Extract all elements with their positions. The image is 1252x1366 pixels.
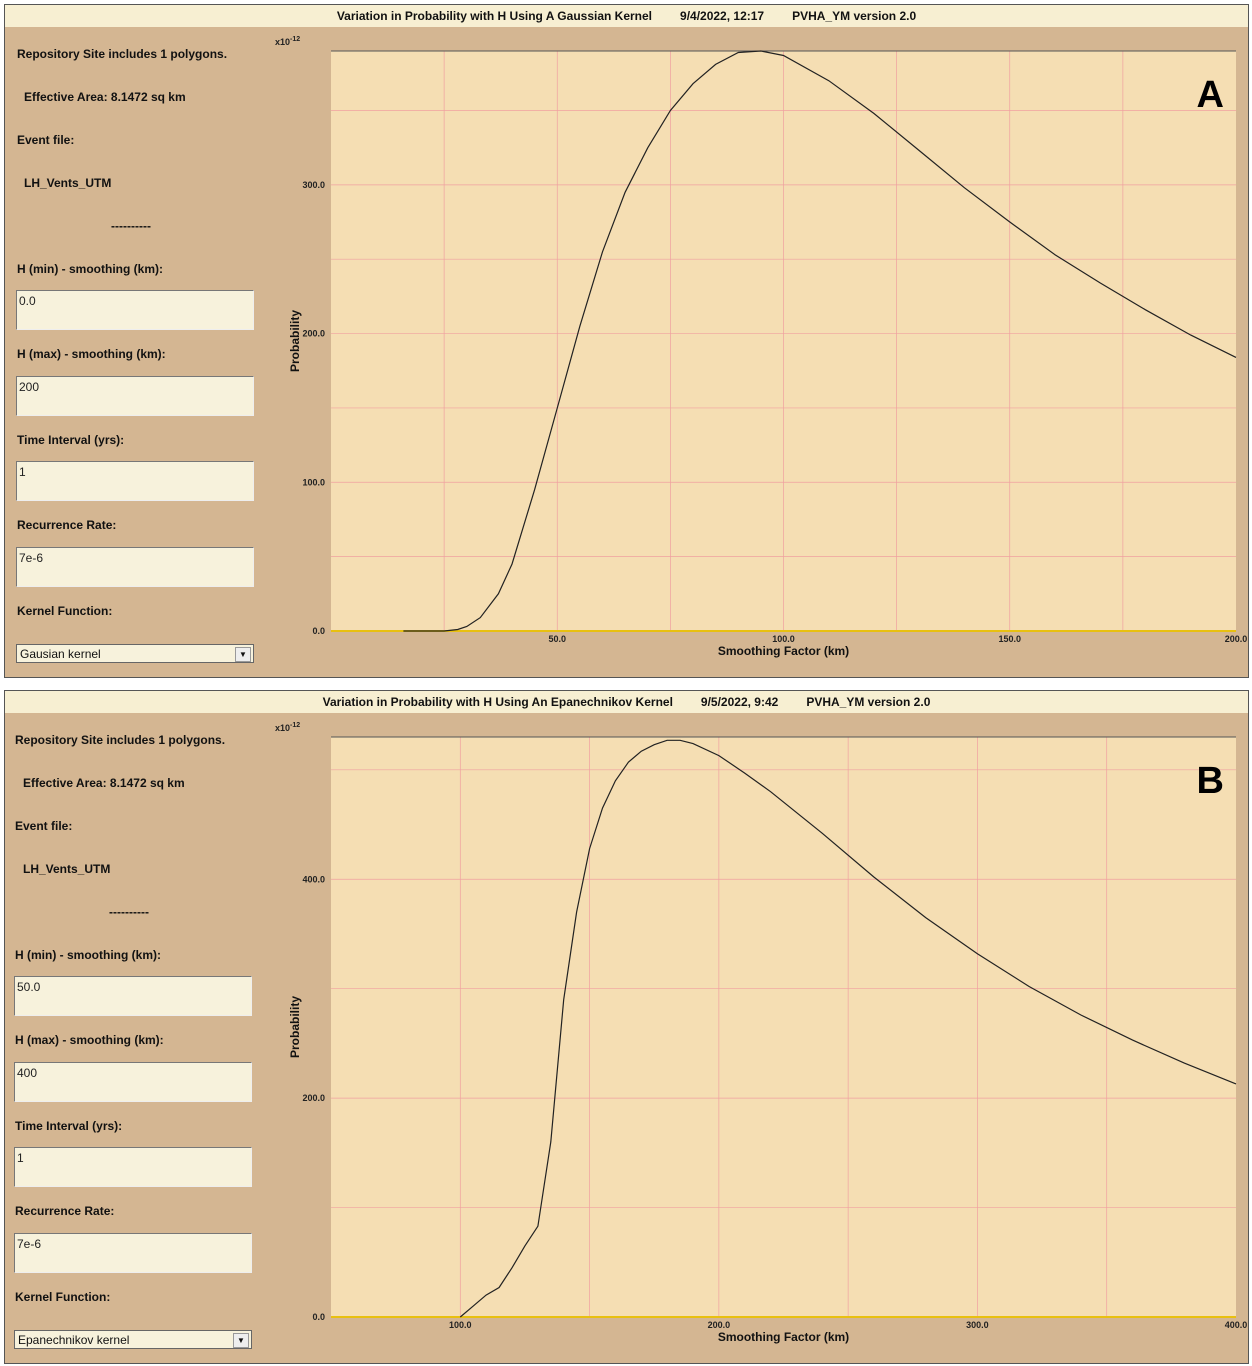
panel-a: Variation in Probability with H Using A … <box>4 4 1249 678</box>
y-tick-label: 0.0 <box>312 1312 325 1322</box>
x-tick-label: 50.0 <box>548 634 566 644</box>
y-tick-label: 300.0 <box>302 180 325 190</box>
y-multiplier-label: x10-12 <box>275 36 300 47</box>
panel-b: Variation in Probability with H Using An… <box>4 690 1249 1364</box>
event-file-label: Event file: <box>17 133 75 147</box>
x-tick-label: 200.0 <box>708 1320 731 1330</box>
separator: ---------- <box>109 905 149 919</box>
kernel-function-label: Kernel Function: <box>15 1290 111 1304</box>
x-tick-label: 400.0 <box>1225 1320 1248 1330</box>
recurrence-rate-field[interactable]: 7e-6 <box>14 1233 252 1273</box>
hmin-label: H (min) - smoothing (km): <box>15 948 161 962</box>
hmax-field[interactable]: 200 <box>16 376 254 416</box>
time-interval-label: Time Interval (yrs): <box>15 1119 123 1133</box>
hmin-field[interactable]: 50.0 <box>14 976 252 1016</box>
chart-date: 9/4/2022, 12:17 <box>680 9 765 23</box>
probability-chart: 0.0 200.0 400.0 100.0 200.0 300.0 400.0 x10-12 S… <box>275 722 1248 1344</box>
recurrence-rate-label: Recurrence Rate: <box>15 1204 115 1218</box>
plot-area <box>331 737 1236 1317</box>
y-tick-label: 100.0 <box>302 477 325 487</box>
kernel-function-select[interactable]: Epanechnikov kernel ▼ <box>14 1330 252 1349</box>
event-file-name: LH_Vents_UTM <box>23 862 111 876</box>
panel-badge: A <box>1197 74 1224 116</box>
y-tick-label: 200.0 <box>302 329 325 339</box>
panel-badge: B <box>1197 760 1224 802</box>
hmin-label: H (min) - smoothing (km): <box>17 262 163 276</box>
x-tick-label: 200.0 <box>1225 634 1248 644</box>
event-file-name: LH_Vents_UTM <box>24 176 112 190</box>
hmax-label: H (max) - smoothing (km): <box>15 1033 164 1047</box>
chart-date: 9/5/2022, 9:42 <box>700 695 779 709</box>
kernel-function-select[interactable]: Gausian kernel ▼ <box>16 644 254 663</box>
chevron-down-icon[interactable]: ▼ <box>233 1333 249 1348</box>
time-interval-field[interactable]: 1 <box>14 1147 252 1187</box>
y-tick-label: 200.0 <box>302 1093 325 1103</box>
x-tick-label: 100.0 <box>772 634 795 644</box>
x-tick-label: 150.0 <box>998 634 1021 644</box>
y-tick-label: 400.0 <box>302 874 325 884</box>
y-axis-label: Probability <box>288 310 302 372</box>
kernel-function-value: Gausian kernel <box>20 647 101 661</box>
recurrence-rate-label: Recurrence Rate: <box>17 518 117 532</box>
event-file-label: Event file: <box>15 819 73 833</box>
chart-title-bar: Variation in Probability with H Using A … <box>5 5 1248 27</box>
kernel-function-label: Kernel Function: <box>17 604 113 618</box>
y-multiplier-label: x10-12 <box>275 722 300 733</box>
time-interval-field[interactable]: 1 <box>16 461 254 501</box>
effective-area: Effective Area: 8.1472 sq km <box>23 776 185 790</box>
hmax-label: H (max) - smoothing (km): <box>17 347 166 361</box>
y-tick-label: 0.0 <box>312 626 325 636</box>
app-version: PVHA_YM version 2.0 <box>792 9 917 23</box>
recurrence-rate-field[interactable]: 7e-6 <box>16 547 254 587</box>
chart-title: Variation in Probability with H Using An… <box>322 695 673 709</box>
app-version: PVHA_YM version 2.0 <box>806 695 931 709</box>
chevron-down-icon[interactable]: ▼ <box>235 647 251 662</box>
repository-info: Repository Site includes 1 polygons. <box>15 733 226 747</box>
effective-area: Effective Area: 8.1472 sq km <box>24 90 186 104</box>
time-interval-label: Time Interval (yrs): <box>17 433 125 447</box>
repository-info: Repository Site includes 1 polygons. <box>17 47 228 61</box>
x-tick-label: 300.0 <box>966 1320 989 1330</box>
probability-chart: 0.0 100.0 200.0 300.0 50.0 100.0 150.0 200.0 x10… <box>275 36 1248 658</box>
hmax-field[interactable]: 400 <box>14 1062 252 1102</box>
probability-curve <box>403 50 1237 632</box>
y-axis-label: Probability <box>288 996 302 1058</box>
separator: ---------- <box>111 219 151 233</box>
kernel-function-value: Epanechnikov kernel <box>18 1333 130 1347</box>
probability-curve <box>459 739 1237 1318</box>
x-tick-label: 100.0 <box>449 1320 472 1330</box>
chart-title: Variation in Probability with H Using A … <box>336 9 653 23</box>
x-axis-label: Smoothing Factor (km) <box>718 644 849 658</box>
x-axis-label: Smoothing Factor (km) <box>718 1330 849 1344</box>
hmin-field[interactable]: 0.0 <box>16 290 254 330</box>
chart-title-bar: Variation in Probability with H Using An… <box>5 691 1248 713</box>
